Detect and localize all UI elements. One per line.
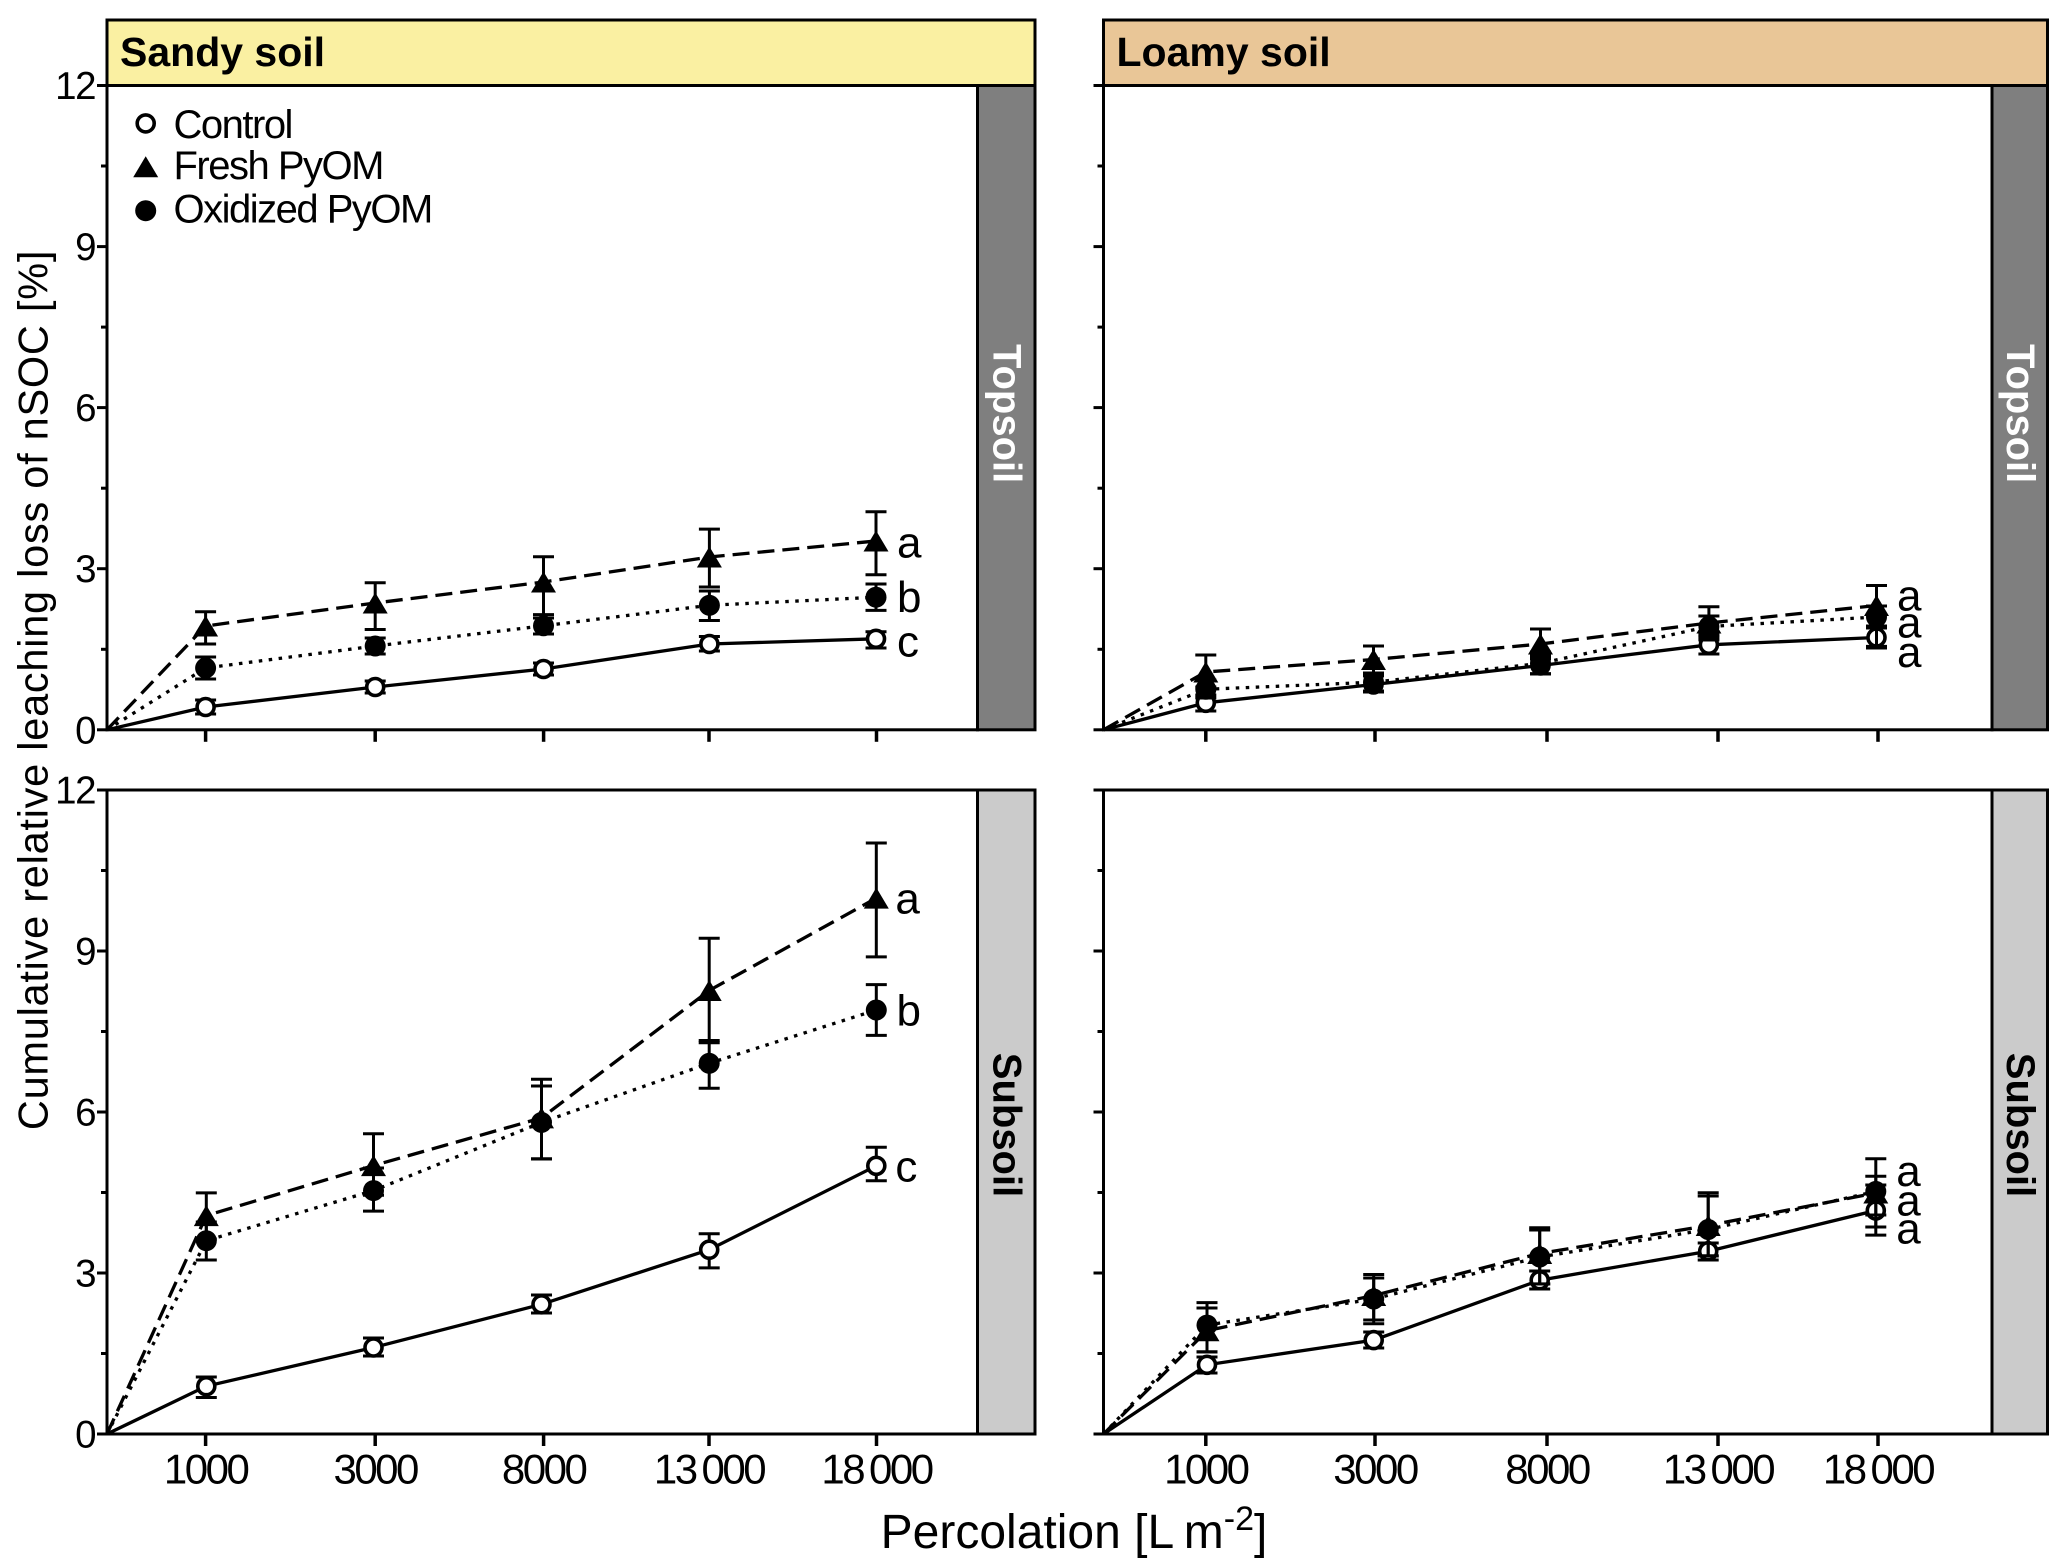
svg-text:12: 12 [55, 770, 95, 813]
svg-text:c: c [895, 1142, 917, 1191]
svg-text:3: 3 [75, 548, 95, 591]
svg-text:9: 9 [75, 931, 95, 974]
svg-text:Sandy soil: Sandy soil [120, 29, 325, 75]
svg-text:Control: Control [174, 103, 292, 147]
svg-text:Percolation [L m-2]: Percolation [L m-2] [881, 1500, 1268, 1559]
svg-text:18 000: 18 000 [1823, 1446, 1934, 1493]
svg-text:c: c [897, 618, 919, 667]
svg-text:8000: 8000 [502, 1446, 587, 1493]
svg-text:1000: 1000 [1164, 1446, 1249, 1493]
svg-text:13 000: 13 000 [654, 1446, 765, 1493]
svg-text:a: a [1896, 1147, 1921, 1196]
svg-text:a: a [1897, 572, 1922, 621]
svg-text:Subsoil: Subsoil [984, 1053, 1028, 1197]
svg-text:1000: 1000 [164, 1446, 249, 1493]
svg-text:3000: 3000 [1333, 1446, 1418, 1493]
svg-text:8000: 8000 [1505, 1446, 1590, 1493]
svg-text:Loamy soil: Loamy soil [1117, 29, 1331, 75]
svg-text:9: 9 [75, 226, 95, 269]
svg-text:Topsoil: Topsoil [984, 344, 1028, 483]
svg-text:a: a [1897, 628, 1922, 677]
svg-text:Oxidized PyOM: Oxidized PyOM [174, 187, 432, 231]
svg-text:b: b [897, 987, 921, 1036]
svg-text:0: 0 [75, 709, 95, 752]
svg-text:3000: 3000 [333, 1446, 418, 1493]
svg-text:6: 6 [75, 387, 95, 430]
svg-text:a: a [895, 875, 920, 924]
svg-text:6: 6 [75, 1092, 95, 1135]
svg-text:3: 3 [75, 1253, 95, 1296]
svg-text:Fresh PyOM: Fresh PyOM [174, 144, 383, 188]
svg-text:a: a [1896, 1205, 1921, 1254]
svg-text:13 000: 13 000 [1663, 1446, 1774, 1493]
svg-text:12: 12 [55, 65, 95, 108]
svg-text:Topsoil: Topsoil [1998, 344, 2042, 483]
svg-text:Subsoil: Subsoil [1998, 1053, 2042, 1197]
svg-text:a: a [897, 519, 922, 568]
svg-text:18 000: 18 000 [821, 1446, 932, 1493]
svg-text:Cumulative relative leaching l: Cumulative relative leaching loss of nSO… [10, 250, 57, 1130]
svg-text:b: b [897, 573, 921, 622]
svg-text:0: 0 [75, 1414, 95, 1457]
svg-text:a: a [1896, 1177, 1921, 1226]
svg-text:a: a [1897, 599, 1922, 648]
